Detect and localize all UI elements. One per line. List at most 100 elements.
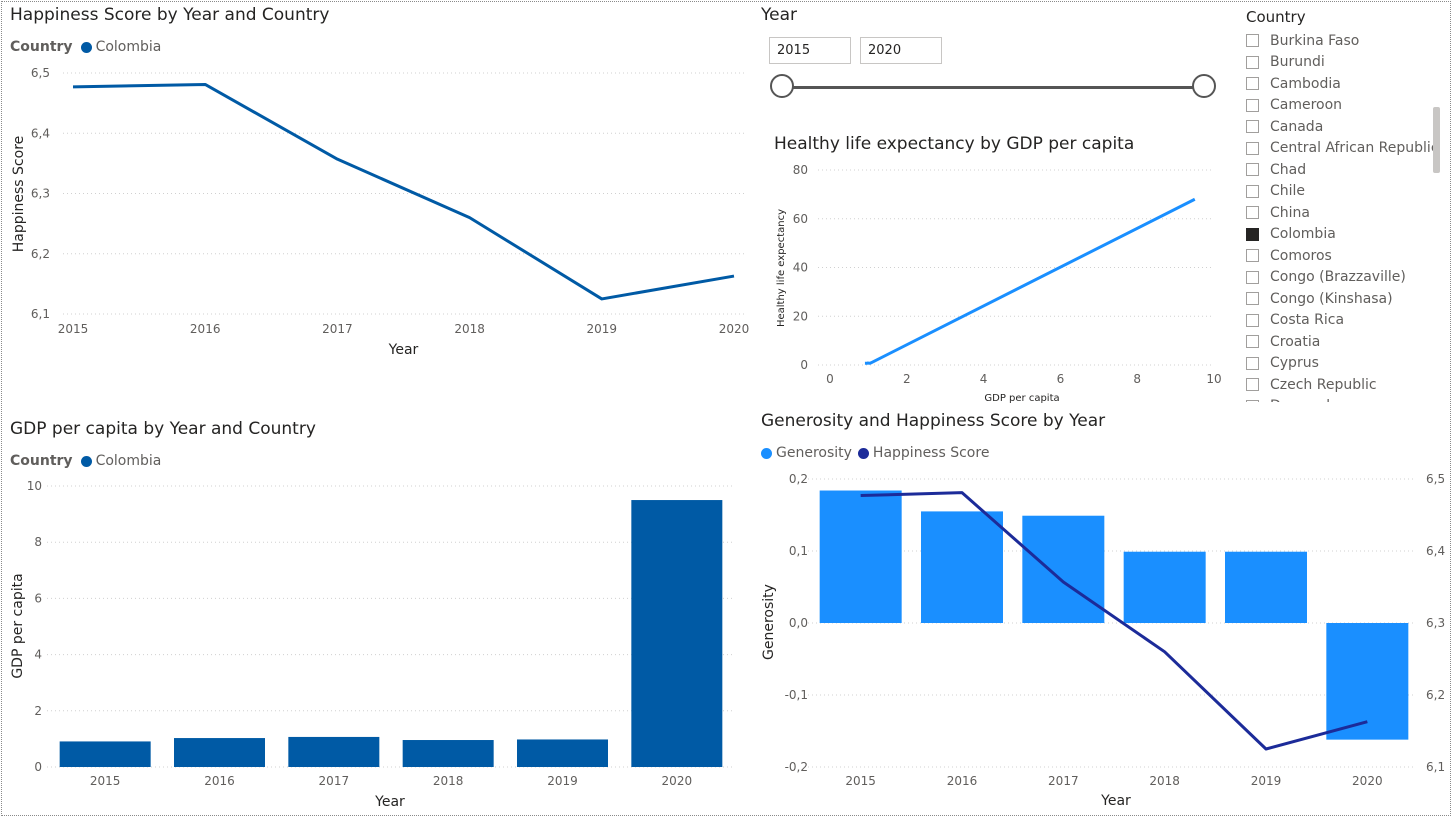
- country-label: Congo (Kinshasa): [1270, 290, 1393, 307]
- y-tick-label: 0: [800, 358, 808, 372]
- country-checkbox[interactable]: [1246, 120, 1259, 134]
- country-option[interactable]: Costa Rica: [1246, 310, 1436, 332]
- y-tick-label: 0: [34, 760, 42, 774]
- happiness-legend[interactable]: Country Colombia: [10, 39, 167, 55]
- country-option[interactable]: Denmark: [1246, 396, 1436, 402]
- country-label: China: [1270, 204, 1310, 221]
- y-tick-label: 6,3: [31, 187, 50, 201]
- y-tick-label: 6,2: [31, 247, 50, 261]
- x-tick-label: 2019: [1251, 774, 1282, 788]
- year-start-input[interactable]: 2015: [769, 37, 851, 64]
- country-option[interactable]: Chile: [1246, 181, 1436, 203]
- generosity-bar: [1123, 551, 1206, 623]
- country-checkbox[interactable]: [1246, 184, 1259, 198]
- country-option[interactable]: Comoros: [1246, 245, 1436, 267]
- country-label: Colombia: [1270, 226, 1336, 243]
- country-checkbox[interactable]: [1246, 55, 1259, 69]
- gdp-legend-label: Colombia: [95, 453, 162, 469]
- x-tick-label: 10: [1206, 372, 1221, 386]
- country-checkbox[interactable]: [1246, 249, 1259, 263]
- country-slicer-scrollbar[interactable]: [1433, 107, 1440, 173]
- x-tick-label: 2016: [190, 322, 221, 336]
- x-axis-title: Year: [374, 794, 405, 810]
- country-label: Burkina Faso: [1270, 32, 1360, 49]
- country-label: Denmark: [1270, 398, 1334, 402]
- country-checkbox[interactable]: [1246, 378, 1259, 392]
- country-option[interactable]: Central African Republic: [1246, 138, 1436, 160]
- country-option[interactable]: Cambodia: [1246, 73, 1436, 95]
- gdp-bar: [288, 736, 380, 767]
- y-axis-title: Generosity: [761, 584, 777, 660]
- country-label: Croatia: [1270, 333, 1321, 350]
- country-checkbox[interactable]: [1246, 34, 1259, 48]
- country-option[interactable]: Cameroon: [1246, 95, 1436, 117]
- y-tick-label: 8: [34, 535, 42, 549]
- country-option[interactable]: Burkina Faso: [1246, 30, 1436, 52]
- y-tick-label: 6,5: [31, 66, 50, 80]
- gdp-legend[interactable]: Country Colombia: [10, 453, 167, 469]
- gdp-chart-title: GDP per capita by Year and Country: [10, 419, 316, 439]
- life-expectancy-chart[interactable]: 0 20 40 60 80 0 2 4 6 8 10 GDP per capita Healthy li…: [0, 0, 1240, 410]
- country-checkbox[interactable]: [1246, 356, 1259, 370]
- country-label: Central African Republic: [1270, 140, 1436, 157]
- colombia-legend-marker: [80, 455, 92, 467]
- country-checkbox[interactable]: [1246, 163, 1259, 177]
- country-checkbox[interactable]: [1246, 313, 1259, 327]
- country-checkbox[interactable]: [1246, 141, 1259, 155]
- year-slider-start-handle[interactable]: [770, 74, 794, 98]
- country-checkbox[interactable]: [1246, 292, 1259, 306]
- country-checkbox[interactable]: [1246, 335, 1259, 349]
- country-option[interactable]: China: [1246, 202, 1436, 224]
- y-tick-label: 80: [793, 163, 808, 177]
- happiness-line-chart[interactable]: 6,1 6,2 6,3 6,4 6,5 2015 2016 2017 2018 2019 2020 Y…: [0, 0, 760, 380]
- y-tick-label: 4: [34, 648, 42, 662]
- y-tick-label: 0,1: [789, 544, 808, 558]
- country-option[interactable]: Cyprus: [1246, 353, 1436, 375]
- country-label: Cameroon: [1270, 97, 1343, 114]
- gdp-bar-chart[interactable]: 0 2 4 6 8 10 2015 2016 2017 2018 2019 2020 Year GDP p…: [0, 0, 760, 823]
- year-slider-track[interactable]: [783, 86, 1204, 89]
- happiness-score-legend-label: Happiness Score: [872, 445, 990, 461]
- life-expectancy-line: [864, 197, 1196, 365]
- country-label: Cyprus: [1270, 355, 1319, 372]
- country-checkbox[interactable]: [1246, 227, 1259, 241]
- x-tick-label: 0: [826, 372, 834, 386]
- country-option[interactable]: Congo (Kinshasa): [1246, 288, 1436, 310]
- country-checkbox[interactable]: [1246, 270, 1259, 284]
- country-option[interactable]: Croatia: [1246, 331, 1436, 353]
- x-tick-label: 2017: [1048, 774, 1079, 788]
- country-checkbox[interactable]: [1246, 399, 1259, 402]
- x-tick-label: 2019: [547, 774, 578, 788]
- life-chart-title: Healthy life expectancy by GDP per capit…: [774, 134, 1135, 154]
- y2-tick-label: 6,4: [1426, 544, 1445, 558]
- generosity-bar: [1022, 515, 1105, 623]
- country-label: Burundi: [1270, 54, 1325, 71]
- country-option[interactable]: Burundi: [1246, 52, 1436, 74]
- y2-tick-label: 6,5: [1426, 472, 1445, 486]
- generosity-bar: [921, 511, 1003, 623]
- x-tick-label: 2019: [587, 322, 618, 336]
- country-option[interactable]: Chad: [1246, 159, 1436, 181]
- country-checkbox[interactable]: [1246, 98, 1259, 112]
- generosity-legend[interactable]: Generosity Happiness Score: [761, 445, 995, 461]
- y-axis-title: Happiness Score: [11, 136, 27, 253]
- country-slicer-list[interactable]: Burkina Faso Burundi Cambodia Cameroon Canad…: [1246, 30, 1436, 402]
- country-label: Congo (Brazzaville): [1270, 269, 1406, 286]
- country-option[interactable]: Colombia: [1246, 224, 1436, 246]
- colombia-legend-marker: [80, 41, 92, 53]
- country-checkbox[interactable]: [1246, 77, 1259, 91]
- year-slicer-title: Year: [761, 5, 797, 25]
- country-option[interactable]: Canada: [1246, 116, 1436, 138]
- generosity-chart-title: Generosity and Happiness Score by Year: [761, 411, 1106, 431]
- year-end-input[interactable]: 2020: [860, 37, 942, 64]
- country-checkbox[interactable]: [1246, 206, 1259, 220]
- country-option[interactable]: Congo (Brazzaville): [1246, 267, 1436, 289]
- country-option[interactable]: Czech Republic: [1246, 374, 1436, 396]
- happiness-legend-marker: [857, 447, 869, 459]
- happiness-score-line: [860, 491, 1368, 751]
- y-tick-label: 6,4: [31, 126, 50, 140]
- year-slider-end-handle[interactable]: [1192, 74, 1216, 98]
- x-tick-label: 2020: [719, 322, 750, 336]
